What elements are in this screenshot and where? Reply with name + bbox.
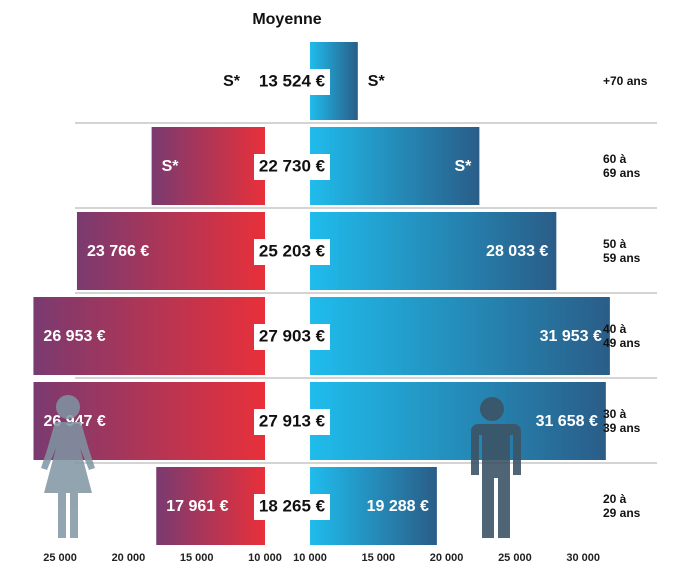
value-label: 19 288 €: [367, 498, 429, 515]
category-label: 29 ans: [603, 506, 641, 520]
category-label: 69 ans: [603, 166, 641, 180]
category-label: 20 à: [603, 492, 627, 506]
category-label: 49 ans: [603, 336, 641, 350]
chart-title: Moyenne: [252, 11, 321, 28]
x-tick-label: 25 000: [43, 552, 77, 564]
bar: [310, 467, 437, 545]
man-icon: [470, 397, 521, 538]
average-label: 18 265 €: [259, 496, 326, 515]
category-label: 40 à: [603, 322, 627, 336]
value-label: S*: [368, 73, 386, 90]
average-box: [254, 154, 330, 180]
average-box: [254, 239, 330, 265]
value-label: S*: [162, 158, 180, 175]
bar: [310, 127, 480, 205]
value-label: 23 766 €: [87, 243, 149, 260]
icons: [41, 395, 521, 538]
x-tick-label: 25 000: [498, 552, 532, 564]
bar: [310, 297, 610, 375]
bar: [33, 297, 265, 375]
bar: [151, 127, 265, 205]
value-label: 17 961 €: [166, 498, 228, 515]
category-label: 59 ans: [603, 251, 641, 265]
bar: [310, 382, 606, 460]
average-label: 22 730 €: [259, 156, 326, 175]
value-label: 31 953 €: [540, 328, 602, 345]
value-label: 26 953 €: [43, 328, 105, 345]
x-tick-label: 10 000: [293, 552, 327, 564]
average-box: [254, 69, 330, 95]
x-tick-label: 20 000: [112, 552, 146, 564]
bar: [310, 212, 557, 290]
average-label: 27 903 €: [259, 326, 326, 345]
woman-icon: [41, 395, 95, 538]
bar: [156, 467, 265, 545]
average-box: [254, 494, 330, 520]
value-label: S*: [223, 73, 241, 90]
category-label: 39 ans: [603, 421, 641, 435]
average-label: 25 203 €: [259, 241, 326, 260]
average-label: 27 913 €: [259, 411, 326, 430]
category-label: 50 à: [603, 237, 627, 251]
average-box: [254, 324, 330, 350]
bar: [76, 212, 265, 290]
x-tick-label: 15 000: [361, 552, 395, 564]
category-label: +70 ans: [603, 74, 648, 88]
average-label: 13 524 €: [259, 71, 326, 90]
x-tick-label: 15 000: [180, 552, 214, 564]
x-tick-label: 30 000: [566, 552, 600, 564]
average-box: [254, 409, 330, 435]
x-tick-label: 10 000: [248, 552, 282, 564]
category-label: 60 à: [603, 152, 627, 166]
category-label: 30 à: [603, 407, 627, 421]
value-label: S*: [454, 158, 472, 175]
value-label: 28 033 €: [486, 243, 548, 260]
x-tick-label: 20 000: [430, 552, 464, 564]
value-label: 31 658 €: [536, 413, 598, 430]
